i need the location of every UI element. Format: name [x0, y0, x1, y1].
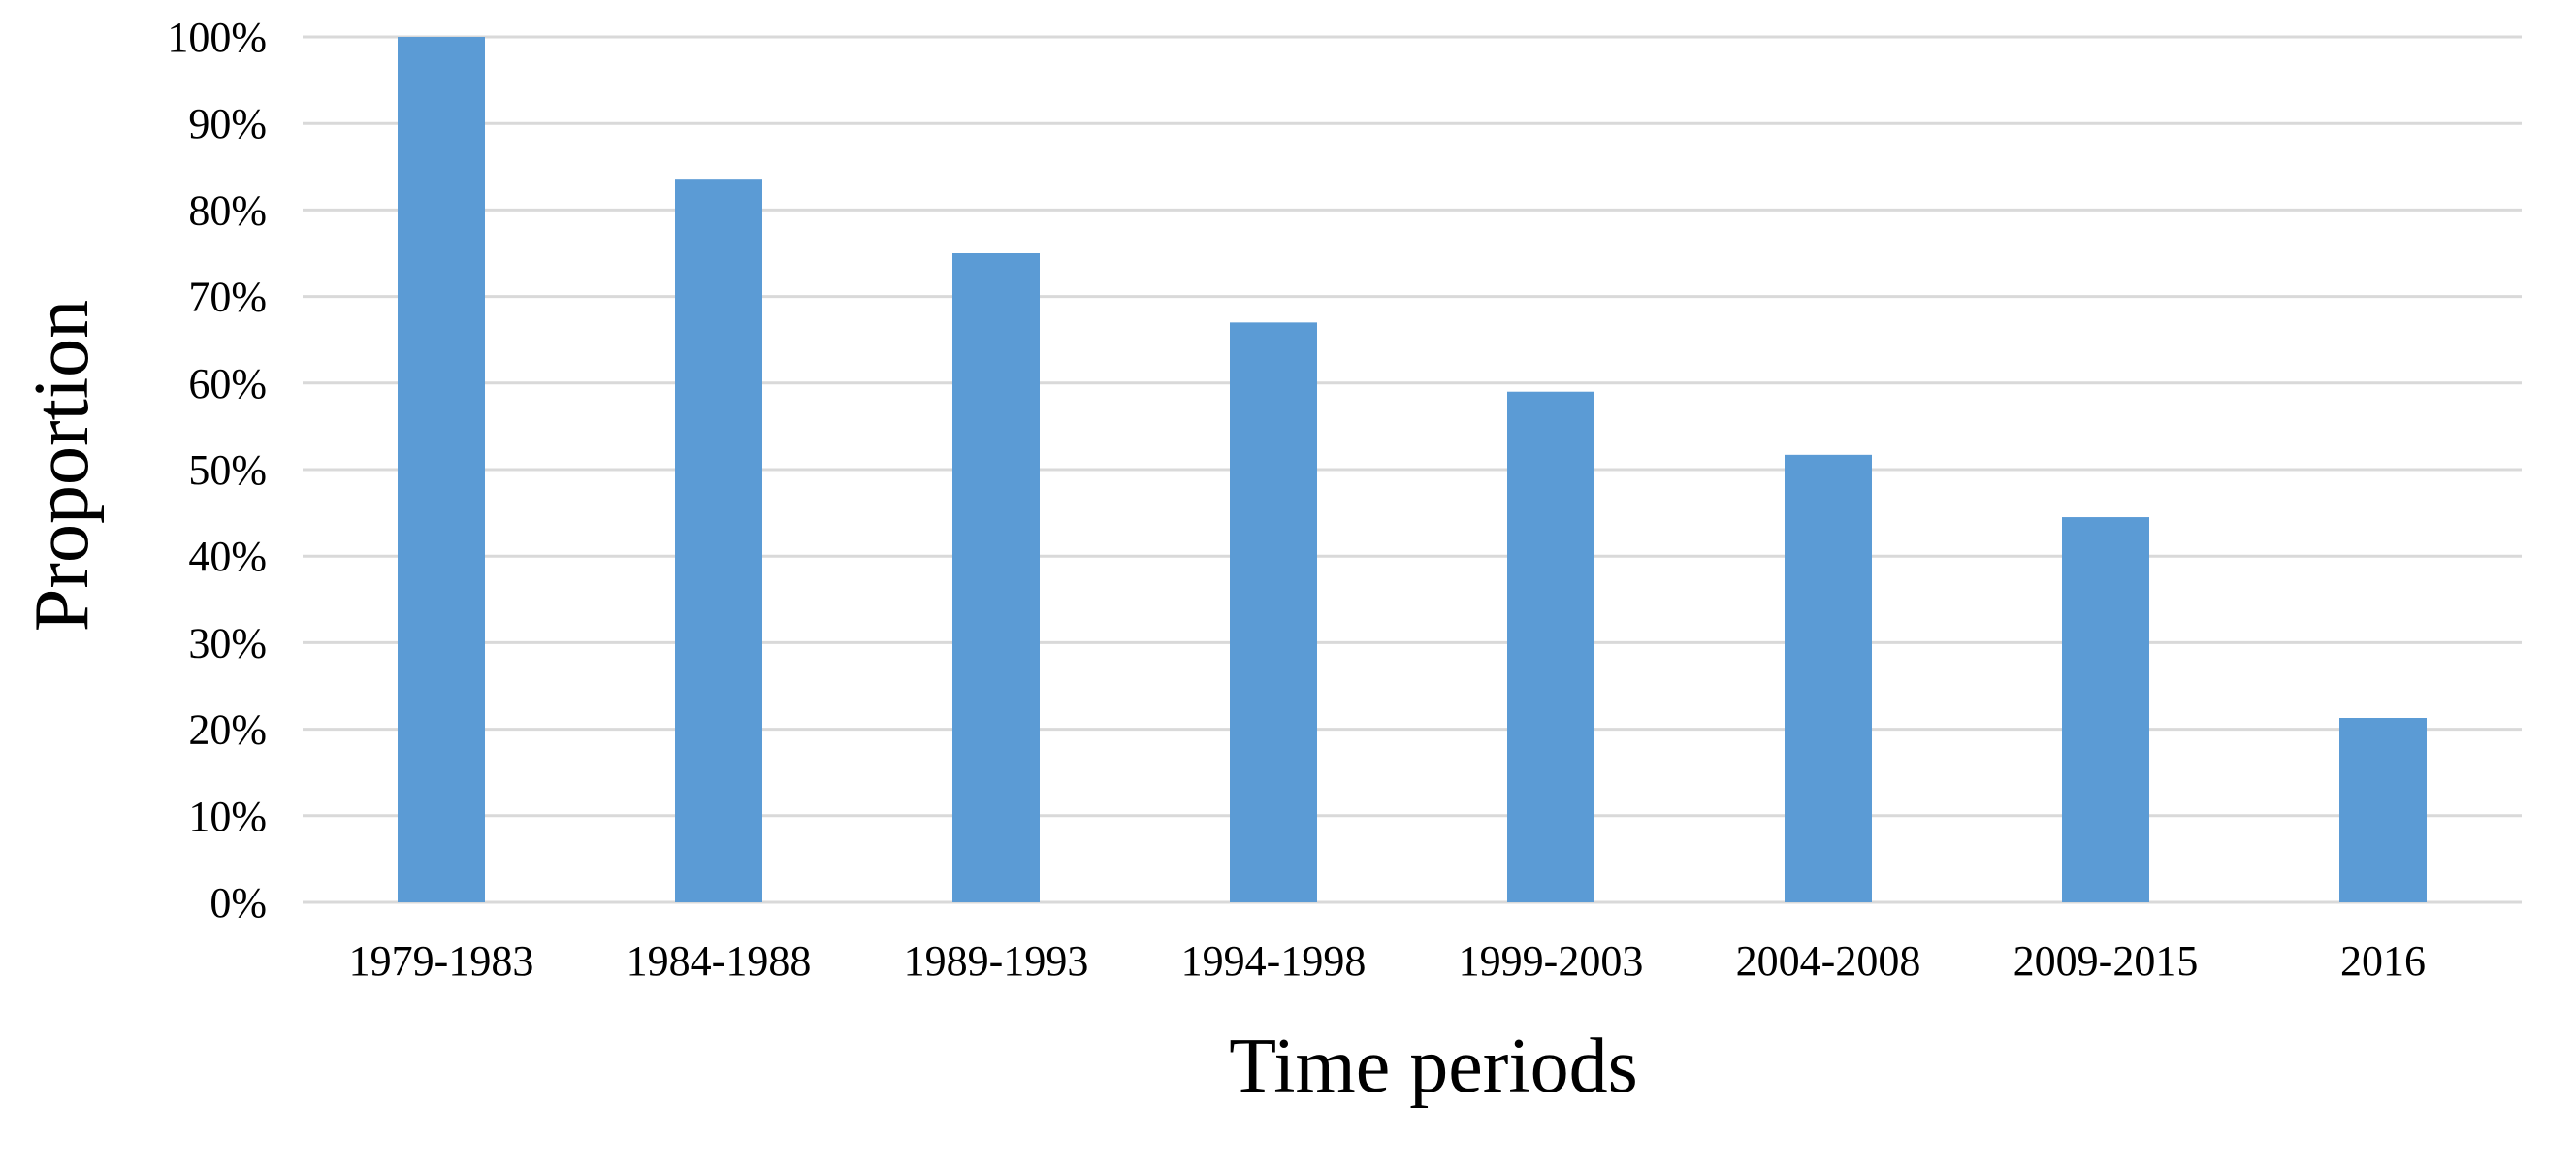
y-tick-label: 0%	[209, 879, 267, 927]
y-tick-label: 20%	[188, 706, 267, 754]
y-tick-label: 40%	[188, 533, 267, 580]
y-axis-title: Proportion	[19, 300, 105, 632]
x-tick-label: 1994-1998	[1181, 937, 1367, 985]
bars	[398, 37, 2427, 903]
x-tick-label: 2016	[2340, 937, 2426, 985]
bar-1999-2003	[1507, 391, 1594, 903]
bar-2016	[2339, 718, 2427, 902]
x-tick-label: 2004-2008	[1736, 937, 1921, 985]
x-axis-title: Time periods	[1229, 1024, 1638, 1109]
bar-2004-2008	[1785, 454, 1872, 902]
x-tick-label: 1989-1993	[904, 937, 1089, 985]
x-tick-label: 2009-2015	[2013, 937, 2199, 985]
gridlines	[303, 35, 2522, 904]
bar-2009-2015	[2062, 517, 2149, 902]
bar-1984-1988	[675, 179, 762, 902]
y-tick-label: 70%	[188, 274, 267, 321]
bar-1994-1998	[1230, 322, 1317, 902]
x-tick-label: 1999-2003	[1459, 937, 1644, 985]
y-tick-label: 10%	[188, 793, 267, 840]
y-tick-label: 80%	[188, 186, 267, 234]
y-axis-ticks: 0% 10% 20% 30% 40% 50% 60% 70% 80% 90% 100%	[167, 14, 267, 927]
y-tick-label: 50%	[188, 446, 267, 494]
y-tick-label: 30%	[188, 619, 267, 667]
x-tick-label: 1984-1988	[627, 937, 812, 985]
bar-1989-1993	[952, 253, 1040, 902]
x-tick-label: 1979-1983	[349, 937, 534, 985]
y-tick-label: 90%	[188, 100, 267, 147]
bar-1979-1983	[398, 37, 485, 902]
x-axis-ticks: 1979-1983 1984-1988 1989-1993 1994-1998 1999…	[349, 937, 2426, 985]
y-tick-label: 60%	[188, 360, 267, 407]
y-tick-label: 100%	[167, 14, 267, 61]
